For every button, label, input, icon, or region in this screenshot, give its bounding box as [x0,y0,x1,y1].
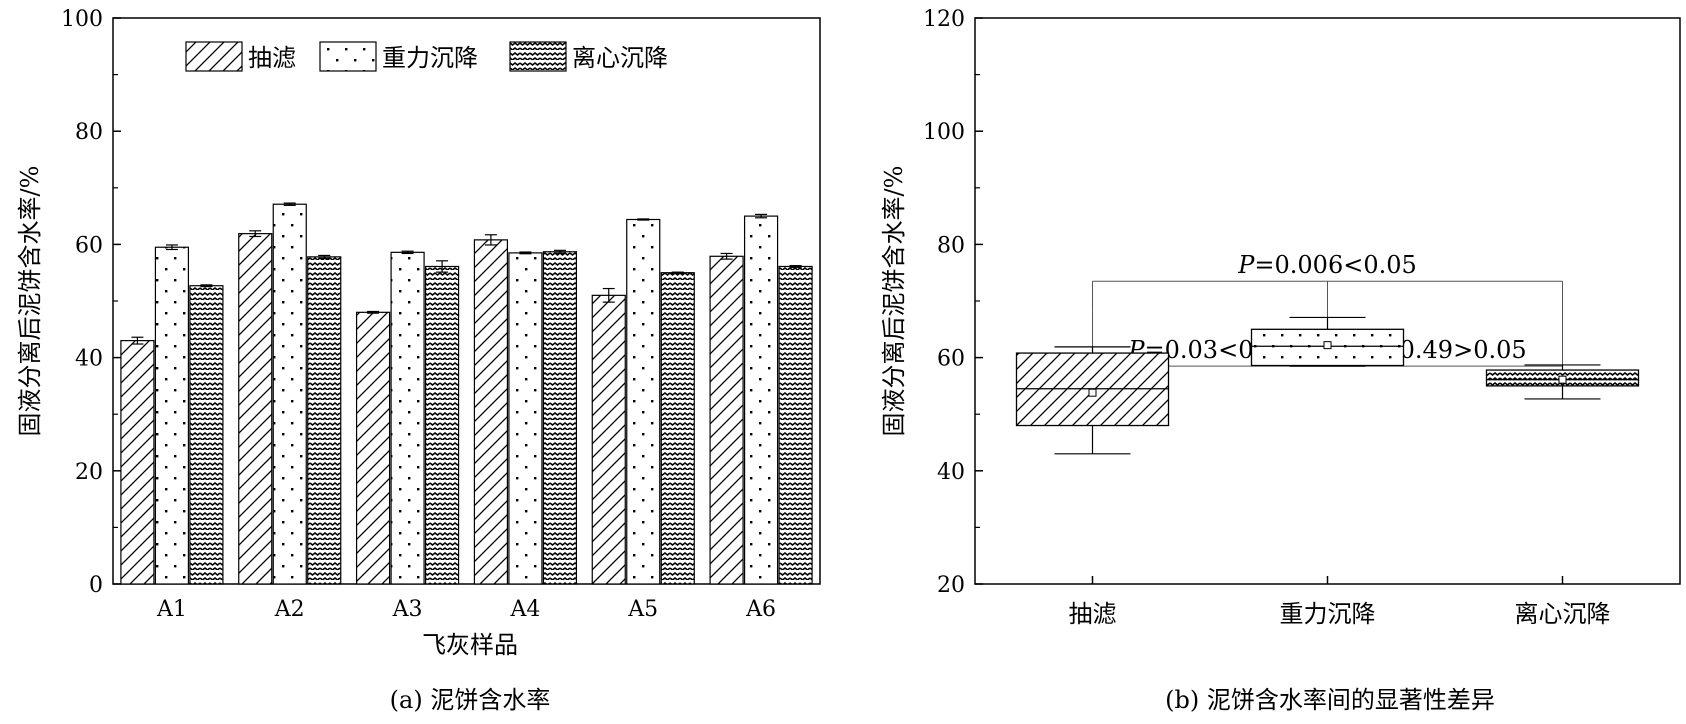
chart-a-ylabel: 固液分离后泥饼含水率/% [16,166,44,437]
chart-a-legend-swatch [509,41,567,72]
chart-a-bar [272,203,307,585]
chart-a-bars [120,202,813,585]
chart-a-bar [709,255,744,585]
chart-a-bar [390,251,425,585]
chart-a-xtick-label: A6 [745,597,776,622]
chart-a-bar [778,265,813,585]
chart-a-legend-swatch [319,41,377,72]
chart-a-legend-label: 离心沉降 [572,44,668,72]
chart-a: 0 20 40 60 80 100 A1 A2 A3 A4 A5 A6 抽滤 重力沉降 离心沉降 固液分… [16,7,821,714]
chart-b-ytick-label: 120 [923,7,965,32]
chart-a-bar [473,239,509,585]
chart-b-xtick-label: 离心沉降 [1515,600,1611,628]
chart-a-bar [660,272,695,585]
chart-a-xlabel: 飞灰样品 [422,631,518,659]
chart-a-bar [591,294,626,585]
chart-a-legend: 抽滤 重力沉降 离心沉降 [185,41,668,72]
chart-b-mean-marker [1323,341,1332,350]
chart-a-ytick-label: 100 [61,7,103,32]
chart-a-xtick-label: A1 [156,597,187,622]
chart-a-y-axis: 0 20 40 60 80 100 [61,7,121,598]
chart-b: 20 40 60 80 100 120 抽滤 重力沉降 离心沉降 P=0.006<0.05P=… [880,7,1681,714]
chart-b-ytick-label: 100 [923,120,965,145]
chart-b-ytick-label: 80 [937,233,965,258]
chart-a-xtick-label: A3 [392,597,423,622]
chart-b-boxes [1015,316,1640,455]
chart-b-ylabel: 固液分离后泥饼含水率/% [880,166,908,437]
chart-b-ytick-label: 60 [937,347,965,372]
chart-a-legend-swatch [185,41,243,72]
chart-a-caption: (a) 泥饼含水率 [390,686,551,714]
chart-a-xtick-label: A4 [509,597,540,622]
chart-a-x-axis: A1 A2 A3 A4 A5 A6 [156,597,776,622]
chart-b-ytick-label: 40 [937,460,965,485]
chart-a-bar [355,311,391,585]
chart-a-bar [508,252,543,585]
chart-b-pvalue-text: =0.006<0.05 [1254,251,1416,279]
chart-b-xtick-label: 抽滤 [1069,600,1117,628]
chart-a-ytick-label: 80 [75,120,103,145]
chart-b-pvalue-label: P=0.006<0.05 [1237,251,1417,279]
chart-b-ytick-label: 20 [937,573,965,598]
chart-b-caption: (b) 泥饼含水率间的显著性差异 [1165,686,1495,714]
chart-a-bar [189,285,224,585]
chart-a-xtick-label: A2 [274,597,305,622]
chart-a-ytick-label: 0 [89,573,103,598]
chart-a-bar [542,251,578,585]
chart-a-legend-label: 重力沉降 [382,44,478,72]
chart-a-bar [626,218,661,585]
chart-b-x-axis: 抽滤 重力沉降 离心沉降 [1069,576,1611,628]
chart-b-mean-marker [1088,388,1097,397]
chart-a-ytick-label: 20 [75,460,103,485]
chart-a-bar [743,215,779,585]
chart-a-legend-label: 抽滤 [248,44,296,72]
chart-b-mean-marker [1558,375,1567,384]
chart-a-ytick-label: 60 [75,233,103,258]
chart-b-xtick-label: 重力沉降 [1280,600,1376,628]
chart-a-xtick-label: A5 [627,597,658,622]
chart-a-bar [424,265,460,585]
chart-a-bar [154,246,190,585]
chart-a-bar [238,233,273,585]
chart-a-bar [120,340,155,585]
chart-a-ytick-label: 40 [75,347,103,372]
chart-a-bar [307,256,342,585]
chart-b-y-axis: 20 40 60 80 100 120 [923,7,983,598]
chart-b-pvalue-symbol: P [1237,251,1255,279]
